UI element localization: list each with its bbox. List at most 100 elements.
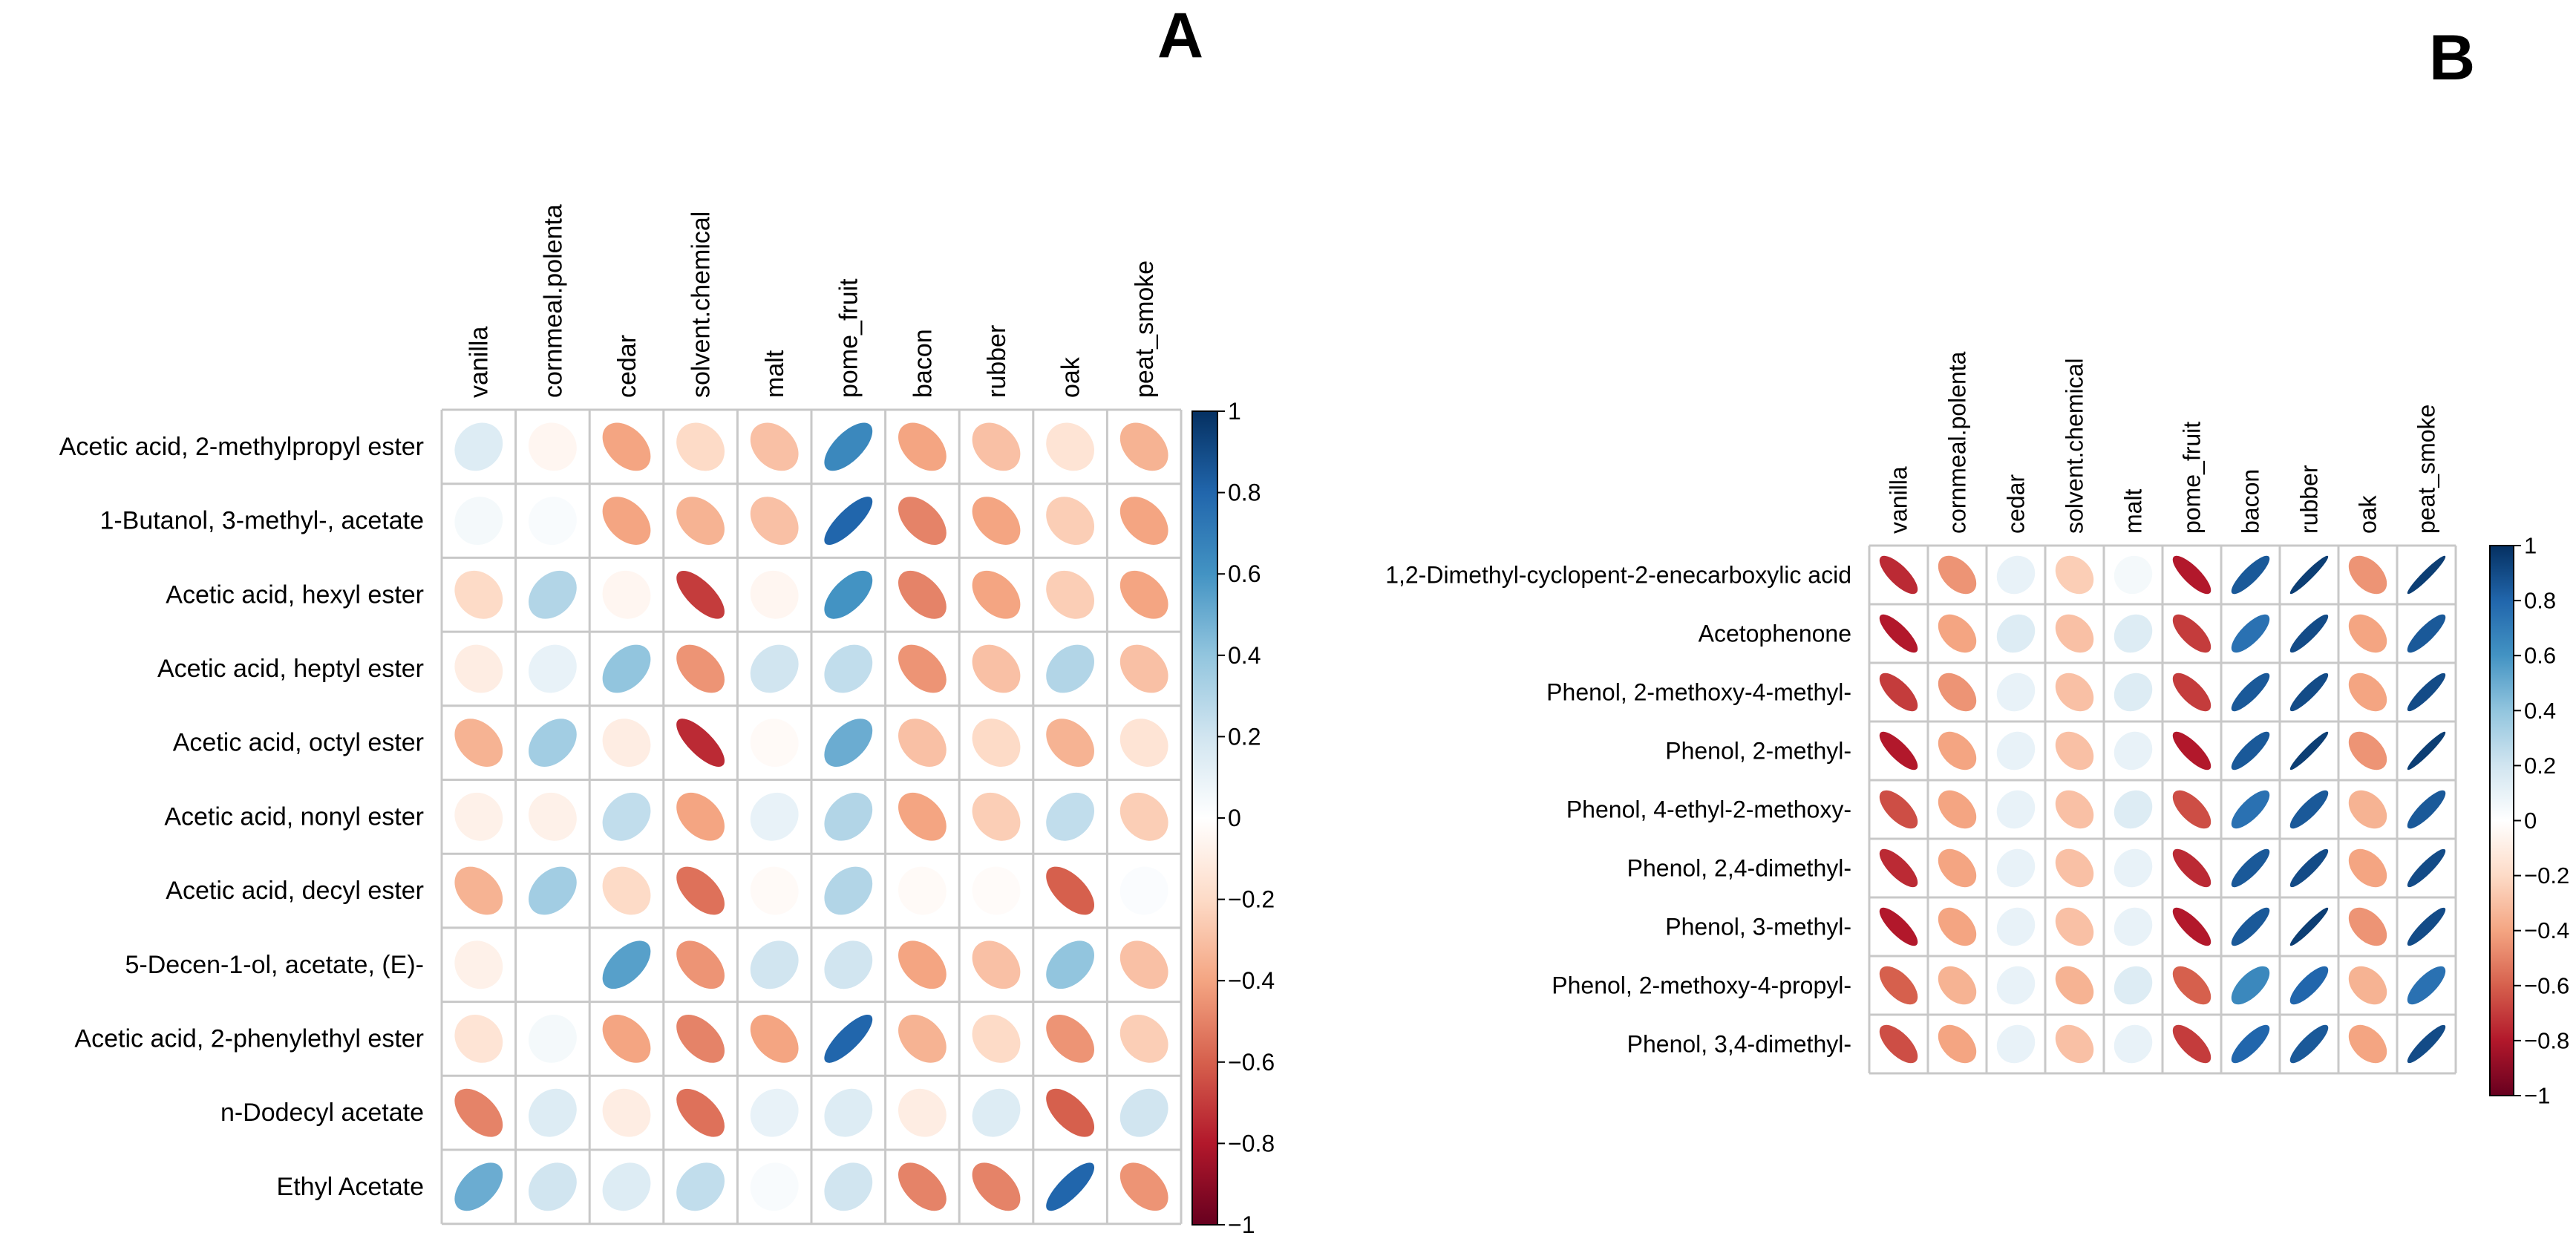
correlation-ellipse	[2114, 907, 2153, 946]
correlation-ellipse	[602, 570, 651, 619]
correlation-ellipse	[2055, 907, 2094, 946]
row-label: Phenol, 2-methoxy-4-propyl-	[1552, 972, 1851, 999]
correlation-ellipse	[2289, 790, 2329, 829]
row-label: Phenol, 3,4-dimethyl-	[1627, 1031, 1851, 1058]
correlation-ellipse	[454, 422, 503, 471]
correlation-ellipse	[602, 940, 651, 989]
correlation-ellipse	[2348, 614, 2387, 653]
correlation-ellipse	[2231, 731, 2270, 770]
correlation-ellipse	[1996, 555, 2036, 595]
correlation-ellipse	[2172, 790, 2211, 829]
colorbar-tick-label: 0.4	[2524, 698, 2556, 724]
correlation-ellipse	[750, 792, 799, 841]
correlation-ellipse	[2407, 848, 2446, 888]
correlation-ellipse	[1046, 644, 1094, 693]
colorbar-tick-label: 0	[2524, 808, 2537, 834]
correlation-ellipse	[972, 570, 1021, 619]
colorbar-tick-label: 0.2	[1228, 723, 1261, 750]
colorbar-tick-label: −1	[1228, 1211, 1255, 1238]
row-label: Phenol, 2,4-dimethyl-	[1627, 855, 1851, 882]
correlation-ellipse	[1879, 555, 1918, 595]
correlation-ellipse	[2348, 673, 2387, 712]
correlation-ellipse	[824, 1014, 873, 1063]
correlation-ellipse	[824, 1162, 873, 1211]
correlation-ellipse	[750, 497, 799, 545]
colorbar-tick-label: 0.8	[1228, 480, 1261, 506]
colorbar-tick-label: 0.4	[1228, 642, 1261, 669]
correlation-ellipse	[1119, 940, 1168, 989]
panel-b: B 1,2-Dimethyl-cyclopent-2-enecarboxylic…	[1385, 22, 2569, 1109]
correlation-ellipse	[2172, 673, 2211, 712]
correlation-ellipse	[2407, 614, 2446, 653]
correlation-ellipse	[898, 866, 947, 915]
correlation-ellipse	[676, 1162, 725, 1211]
correlation-ellipse	[824, 570, 873, 619]
colorbar-tick-label: −0.4	[1228, 967, 1275, 994]
correlation-ellipse	[1879, 673, 1918, 712]
row-label: Acetic acid, nonyl ester	[164, 802, 424, 831]
correlation-ellipse	[2407, 907, 2446, 946]
correlation-ellipse	[972, 644, 1021, 693]
correlation-ellipse	[750, 570, 799, 619]
correlation-ellipse	[898, 940, 947, 989]
colorbar-gradient	[1191, 410, 1218, 1226]
colorbar-tick-label: 1	[2524, 533, 2537, 559]
correlation-ellipse	[2055, 848, 2094, 888]
correlation-matrix-a: Acetic acid, 2-methylpropyl ester 1-Butan…	[59, 204, 1183, 1226]
correlation-ellipse	[1938, 673, 1977, 712]
correlation-ellipse	[750, 719, 799, 768]
correlation-ellipse	[2172, 614, 2211, 653]
correlation-ellipse	[824, 497, 873, 546]
column-label: bacon	[2237, 469, 2264, 534]
correlation-ellipse	[454, 940, 503, 989]
row-label: Acetophenone	[1699, 621, 1851, 647]
colorbar-tick-label: 0	[1228, 805, 1241, 831]
correlation-ellipse	[898, 570, 947, 619]
correlation-ellipse	[676, 866, 725, 915]
column-label: cornmeal.polenta	[1944, 351, 1971, 534]
correlation-ellipse	[2114, 731, 2153, 770]
correlation-ellipse	[1996, 614, 2036, 653]
correlation-ellipse	[972, 866, 1021, 915]
row-label: Phenol, 2-methoxy-4-methyl-	[1546, 679, 1851, 706]
correlation-ellipse	[1119, 792, 1168, 841]
correlation-ellipse	[1938, 790, 1977, 829]
correlation-ellipse	[1119, 570, 1168, 619]
correlation-ellipse	[898, 1088, 947, 1137]
correlation-ellipse	[528, 1014, 577, 1063]
correlation-ellipse	[1938, 966, 1977, 1005]
correlation-ellipse	[528, 422, 577, 471]
correlation-ellipse	[1046, 866, 1095, 915]
correlation-ellipse	[1879, 790, 1918, 829]
correlation-ellipse	[1046, 1162, 1095, 1211]
correlation-ellipse	[1046, 570, 1095, 619]
correlation-ellipse	[2172, 555, 2211, 595]
correlation-ellipse	[2114, 966, 2153, 1005]
correlation-ellipse	[676, 644, 725, 693]
correlation-ellipse	[2289, 1024, 2329, 1064]
correlation-ellipse	[602, 1162, 651, 1211]
row-label: n-Dodecyl acetate	[220, 1099, 424, 1127]
correlation-ellipse	[2231, 790, 2270, 829]
correlation-ellipse	[750, 422, 799, 471]
correlation-ellipse	[824, 644, 873, 693]
correlation-ellipse	[1046, 1015, 1094, 1063]
correlation-ellipse	[1119, 866, 1168, 915]
colorbar-tick-label: 1	[1228, 398, 1241, 425]
column-label: peat_smoke	[2413, 405, 2440, 534]
correlation-ellipse	[898, 1162, 947, 1211]
column-label: cedar	[2003, 474, 2030, 534]
correlation-ellipse	[1938, 907, 1977, 946]
correlation-ellipse	[454, 792, 503, 841]
correlation-ellipse	[1996, 673, 2036, 712]
correlation-ellipse	[2055, 673, 2094, 712]
correlation-ellipse	[2055, 790, 2094, 829]
row-label: Acetic acid, 2-methylpropyl ester	[59, 433, 424, 461]
row-label: Ethyl Acetate	[277, 1173, 424, 1201]
correlation-ellipse	[1046, 940, 1094, 989]
colorbar-tick-label: 0.8	[2524, 588, 2556, 614]
correlation-ellipse	[676, 719, 725, 768]
correlation-ellipse	[2289, 614, 2329, 653]
correlation-ellipse	[2231, 907, 2270, 946]
panel-a: A Acetic acid, 2-methylpropyl ester 1-But…	[59, 0, 1275, 1238]
